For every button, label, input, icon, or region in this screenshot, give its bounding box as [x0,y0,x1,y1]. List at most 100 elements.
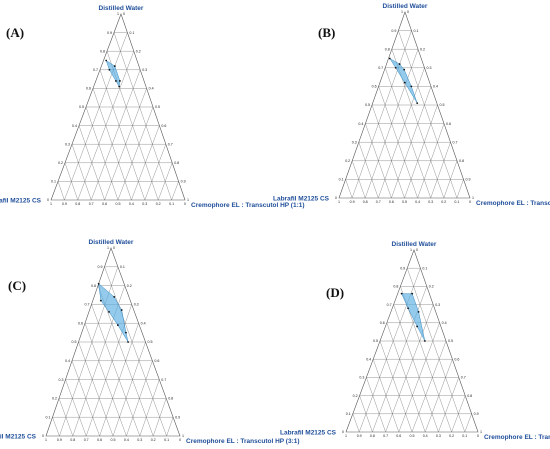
tick-label-water: 0.6 [380,321,385,325]
tick-label-water: 0.8 [91,284,96,288]
vertex-label-left: Labrafil M2125 CS [0,198,42,205]
boundary-point [416,102,419,105]
tick-label-oil: 0.5 [111,438,116,442]
tick-label-smix: 0.6 [446,122,451,126]
grid-lines [57,32,179,201]
tick-labels: 0 0 0 0.1 0.1 0.1 0.2 0.2 0.2 0.3 0.3 0.3 0.4 0.4 0.4 0… [335,10,474,204]
tick-label-water: 1 [107,246,109,250]
panel-label: (D) [326,285,344,300]
boundary-point [118,85,121,88]
gridline-oil [352,160,366,199]
gridline-smix [464,413,472,433]
tick-label-oil: 1 [345,434,347,438]
boundary-point [417,310,420,313]
tick-label-oil: 0.9 [62,202,67,206]
boundary-point [410,85,413,88]
vertex-label-left: Labrafil M2125 CS [0,434,37,441]
tick-label-smix: 1 [182,434,184,438]
tick-label-smix: 0.5 [155,105,160,109]
gridline-smix [443,160,458,199]
tick-label-oil: 0.3 [137,438,142,442]
triangle-frame [45,247,181,437]
gridline-smix [417,123,445,199]
tick-label-smix: 1 [472,196,474,200]
boundary-point [407,307,409,310]
tick-label-water: 0.1 [46,415,51,419]
tick-label-water: 0.6 [372,85,377,89]
tick-label-smix: 0.7 [453,140,458,144]
panel-b: (B)0000.10.10.10.20.20.20.30.30.30.40.40… [273,3,550,207]
tick-label-water: 0.7 [378,66,383,70]
gridline-smix [117,106,154,201]
tick-label-oil: 0.6 [389,200,394,204]
tick-label-water: 1 [410,248,412,252]
gridline-smix [86,304,132,437]
tick-label-water: 0.2 [58,161,63,165]
boundary-point [400,292,403,295]
gridline-oil [78,341,114,437]
boundary-point [113,65,116,67]
tick-label-water: 1 [117,12,119,16]
tick-label-water: 0.5 [365,103,370,107]
tick-label-smix: 0 [113,246,115,250]
gridline-oil [359,395,373,433]
tick-label-water: 0.3 [65,142,70,146]
boundary-point [108,68,111,71]
tick-label-smix: 0.3 [134,303,139,307]
tick-label-water: 0.9 [107,31,112,35]
tick-label-oil: 0.7 [84,438,89,442]
grid-lines [352,268,472,433]
gridline-smix [411,340,447,433]
gridline-smix [64,32,128,201]
gridline-smix [385,304,434,433]
boundary-point [388,57,391,60]
tick-label-oil: 0.8 [70,438,75,442]
boundary-point [115,80,117,82]
gridline-oil [104,266,167,437]
tick-label-water: 0.7 [387,303,392,307]
tick-label-oil: 0 [184,202,186,206]
tick-label-water: 0.2 [345,159,350,163]
boundary-point [99,299,102,302]
boundary-point [423,340,426,342]
tick-label-smix: 0.4 [141,321,146,325]
gridline-oil [373,359,399,433]
tick-label-smix: 0.3 [142,68,147,72]
vertex-label-left: Labrafil M2125 CS [280,430,337,437]
gridline-oil [71,360,100,437]
boundary-point [394,66,397,69]
tick-label-water: 0.5 [72,340,77,344]
tick-label-smix: 0.2 [136,49,141,53]
gridline-smix [438,377,459,433]
gridline-smix [153,398,167,437]
tick-labels: 0 0 0 0.1 0.1 0.1 0.2 0.2 0.2 0.3 0.3 0.3 0.4 0.4 0.4 0… [342,248,482,438]
tick-label-water: 0.7 [93,68,98,72]
tick-label-oil: 0.8 [75,202,80,206]
panel-a: (A)0000.10.10.10.20.20.20.30.30.30.40.40… [0,5,305,209]
panel-label: (C) [8,278,26,293]
tick-label-water: 0.4 [65,359,70,363]
tick-label-oil: 0.2 [151,438,156,442]
gridline-oil [407,268,465,433]
tick-label-oil: 0.9 [357,434,362,438]
gridline-smix [91,69,141,201]
triangle-frame [338,11,471,199]
triangle-frame [345,249,479,433]
tick-label-smix: 0.4 [149,87,154,91]
tick-label-oil: 0.4 [129,202,134,206]
tick-label-water: 0.1 [346,412,351,416]
tick-label-smix: 0.7 [168,142,173,146]
tick-label-smix: 0.9 [175,415,180,419]
boundary-point [411,292,414,295]
tick-label-water: 0 [47,198,49,202]
vertex-label-top: Distilled Water [383,3,428,10]
gridline-oil [71,144,92,201]
tick-label-smix: 1 [187,198,189,202]
gridline-smix [166,417,174,437]
vertex-label-top: Distilled Water [89,239,134,246]
tick-label-oil: 0.1 [164,438,169,442]
tick-label-water: 0.6 [86,87,91,91]
tick-label-oil: 0.2 [449,434,454,438]
vertex-label-top: Distilled Water [99,5,144,12]
